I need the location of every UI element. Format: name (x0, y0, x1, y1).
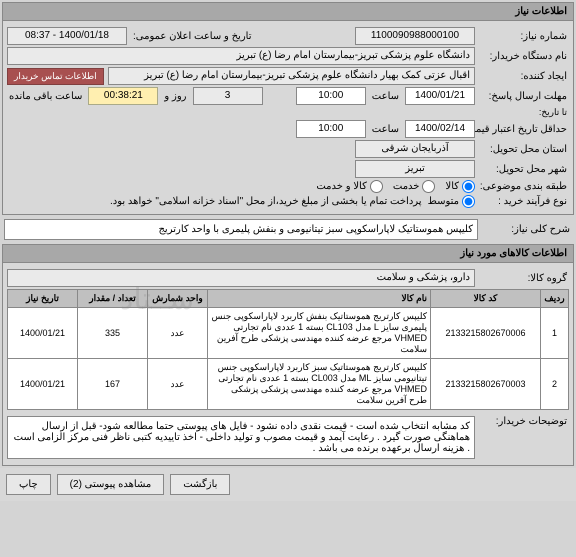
price-date[interactable]: 1400/02/14 (405, 120, 475, 138)
category-radios: کالا خدمت کالا و خدمت (316, 180, 475, 193)
price-hour-label: ساعت (370, 124, 401, 135)
goods-group-label: گروه کالا: (479, 273, 569, 284)
cell-date: 1400/01/21 (8, 359, 78, 410)
timer: 00:38:21 (88, 87, 158, 105)
method-label: نوع فرآیند خرید : (479, 196, 569, 207)
purchase-note: پرداخت تمام یا بخشی از مبلغ خرید،از محل … (7, 196, 424, 207)
province: آذربایجان شرقی (355, 140, 475, 158)
public-date: 1400/01/18 - 08:37 (7, 27, 127, 45)
desc: کلیپس هموستاتیک لاپاراسکوپی سبز تیتانیوم… (4, 219, 478, 240)
cell-count: 335 (78, 308, 148, 359)
days-count: 3 (193, 87, 263, 105)
city: تبریز (355, 160, 475, 178)
goods-panel: اطلاعات کالاهای مورد نیاز گروه کالا: دار… (2, 244, 574, 466)
cell-name: کلیپس کارتریج هموستاتیک بنفش کاربرد لاپا… (208, 308, 431, 359)
info-panel: اطلاعات نیاز شماره نیاز: 110009098800010… (2, 2, 574, 215)
panel-header-2: اطلاعات کالاهای مورد نیاز (3, 245, 573, 263)
days-label: روز و (162, 91, 188, 102)
radio-service[interactable] (422, 180, 435, 193)
city-label: شهر محل تحویل: (479, 164, 569, 175)
price-hour[interactable]: 10:00 (296, 120, 366, 138)
th-name: نام کالا (208, 290, 431, 308)
cell-idx: 1 (541, 308, 569, 359)
radio-medium[interactable] (462, 195, 475, 208)
goods-group: دارو، پزشکی و سلامت (7, 269, 475, 287)
buyer-note-label: توضیحات خریدار: (479, 416, 569, 427)
footer: بازگشت مشاهده پیوستی (2) چاپ (0, 468, 576, 501)
print-button[interactable]: چاپ (6, 474, 51, 495)
province-label: استان محل تحویل: (479, 144, 569, 155)
cell-unit: عدد (148, 359, 208, 410)
th-date: تاریخ نیاز (8, 290, 78, 308)
timer-label: ساعت باقی مانده (7, 91, 84, 102)
creator: اقبال عزتی کمک بهیار دانشگاه علوم پزشکی … (108, 67, 475, 85)
table-row: 12133215802670006کلیپس کارتریج هموستاتیک… (8, 308, 569, 359)
th-unit: واحد شمارش (148, 290, 208, 308)
deadline-date[interactable]: 1400/01/21 (405, 87, 475, 105)
contact-button[interactable]: اطلاعات تماس خریدار (7, 68, 104, 85)
desc-label: شرح کلی نیاز: (482, 224, 572, 235)
cell-idx: 2 (541, 359, 569, 410)
buyer-note: کد مشابه انتخاب شده است - قیمت نقدی داده… (7, 416, 475, 459)
panel-header-1: اطلاعات نیاز (3, 3, 573, 21)
deadline-hour-label: ساعت (370, 91, 401, 102)
back-button[interactable]: بازگشت (170, 474, 230, 495)
public-date-label: تاریخ و ساعت اعلان عمومی: (131, 31, 254, 42)
th-count: تعداد / مقدار (78, 290, 148, 308)
th-idx: ردیف (541, 290, 569, 308)
category-label: طبقه بندی موضوعی: (479, 181, 569, 192)
table-row: 22133215802670003کلیپس کارتریج هموستاتیک… (8, 359, 569, 410)
view-attach-button[interactable]: مشاهده پیوستی (2) (57, 474, 165, 495)
creator-label: ایجاد کننده: (479, 71, 569, 82)
need-number: 1100090988000100 (355, 27, 475, 45)
goods-table: ردیف کد کالا نام کالا واحد شمارش تعداد /… (7, 289, 569, 410)
radio-goods-service[interactable] (370, 180, 383, 193)
cell-name: کلیپس کارتریج هموستاتیک سبز کاربرد لاپار… (208, 359, 431, 410)
th-code: کد کالا (431, 290, 541, 308)
cell-date: 1400/01/21 (8, 308, 78, 359)
need-number-label: شماره نیاز: (479, 31, 569, 42)
buyer-org: دانشگاه علوم پزشکی تبریز-بیمارستان امام … (7, 47, 475, 65)
deadline-label: مهلت ارسال پاسخ: (479, 91, 569, 102)
buyer-org-label: نام دستگاه خریدار: (479, 51, 569, 62)
cell-unit: عدد (148, 308, 208, 359)
cell-code: 2133215802670006 (431, 308, 541, 359)
deadline-hour[interactable]: 10:00 (296, 87, 366, 105)
cell-code: 2133215802670003 (431, 359, 541, 410)
radio-goods[interactable] (462, 180, 475, 193)
price-credit-label: حداقل تاریخ اعتبار قیمت: (479, 124, 569, 135)
until-label: تا تاریخ: (479, 107, 569, 118)
cell-count: 167 (78, 359, 148, 410)
